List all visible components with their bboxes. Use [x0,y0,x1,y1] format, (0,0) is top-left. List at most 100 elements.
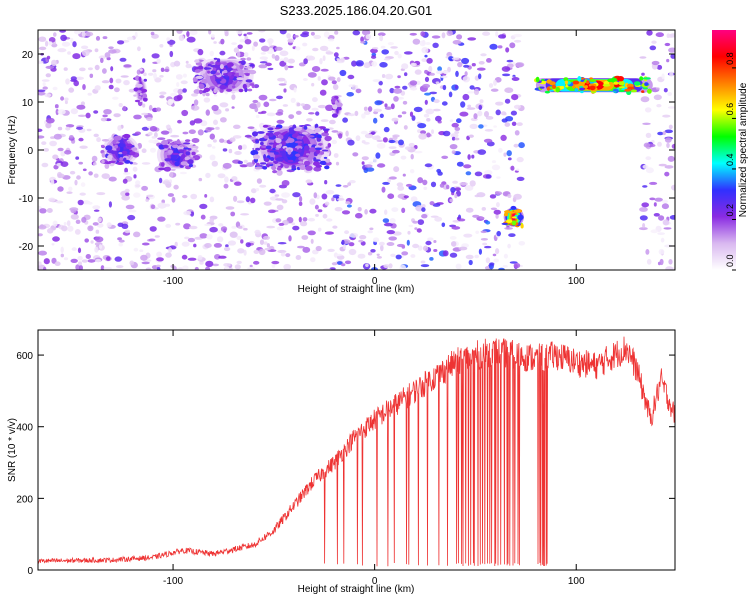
noise-blob [48,197,56,202]
noise-blob [93,209,100,212]
noise-blob [387,193,395,199]
noise-blob [497,45,503,49]
noise-blob [276,204,284,211]
noise-blob [122,178,128,184]
noise-blob [52,236,60,242]
noise-blob [663,88,668,93]
noise-blob [38,233,43,237]
colorbar-tick-label: 0.2 [725,204,735,217]
noise-blob [643,142,651,148]
noise-blob [124,167,128,174]
noise-blob [291,222,296,226]
noise-blob [341,239,345,245]
noise-blob [477,149,487,155]
noise-blob [495,109,501,116]
feature-blob [172,144,179,149]
noise-blob [376,253,380,256]
feature-blob [285,152,293,158]
noise-blob [96,137,101,143]
noise-blob [165,223,172,228]
x-tick-label: 0 [372,576,378,587]
feature-blob [238,88,244,93]
noise-blob [234,264,241,270]
feature-blob [586,80,590,85]
noise-blob [450,187,456,193]
noise-blob [351,60,357,67]
noise-blob [189,30,198,36]
feature-blob [260,162,267,165]
noise-blob [108,49,117,54]
feature-blob [315,149,321,155]
noise-blob [212,139,217,143]
noise-blob [54,104,59,109]
noise-blob [219,50,226,56]
feature-blob [199,89,203,95]
noise-blob [283,88,287,93]
noise-blob [94,64,100,71]
noise-blob [214,253,221,260]
noise-blob [139,249,144,252]
noise-blob [236,260,242,265]
noise-blob [401,207,406,213]
noise-blob [308,217,315,222]
noise-blob [70,258,78,263]
noise-blob [281,199,288,204]
noise-blob [94,246,99,253]
noise-blob [277,77,286,82]
noise-blob [255,188,260,192]
noise-blob [507,243,511,249]
feature-blob [139,92,143,96]
noise-blob [150,204,156,210]
noise-blob [397,53,402,59]
noise-blob [110,66,114,72]
noise-blob [461,57,470,65]
noise-blob [87,67,93,71]
noise-blob [243,33,247,37]
noise-blob [224,176,229,183]
noise-blob [426,118,431,122]
feature-blob [263,135,269,139]
noise-blob [469,123,478,129]
noise-blob [370,48,378,54]
feature-blob [171,152,180,155]
noise-blob [204,223,212,227]
x-tick-label: 100 [568,276,585,287]
noise-blob [127,214,136,221]
noise-blob [310,238,314,244]
feature-blob [262,166,268,170]
feature-blob [618,86,626,89]
feature-blob [194,156,198,159]
noise-blob [150,31,155,36]
noise-blob [247,267,256,270]
feature-blob [300,157,308,160]
noise-blob [508,233,516,238]
noise-blob [457,62,463,68]
noise-blob [463,233,473,238]
noise-blob [490,88,499,92]
feature-blob [579,87,585,91]
noise-blob [495,101,504,106]
noise-blob [93,110,99,114]
feature-blob [113,135,122,141]
noise-blob [87,92,92,96]
noise-blob [128,209,137,213]
noise-blob [69,207,79,212]
noise-blob [421,58,428,62]
noise-blob [486,58,492,63]
feature-blob [158,167,166,171]
colorbar-axes: 0.0 0.2 0.4 0.6 0.8 [725,52,736,271]
noise-blob [516,176,525,181]
noise-blob [653,213,660,217]
noise-blob [441,222,446,228]
noise-blob [203,97,211,103]
noise-blob [199,203,208,209]
noise-blob [249,264,253,268]
noise-blob [186,31,190,37]
noise-blob [451,136,456,141]
noise-blob [384,106,392,110]
noise-blob [661,203,670,210]
y-tick-label: 600 [16,351,33,362]
noise-blob [454,137,460,141]
noise-blob [253,260,260,265]
feature-blob [219,88,224,93]
